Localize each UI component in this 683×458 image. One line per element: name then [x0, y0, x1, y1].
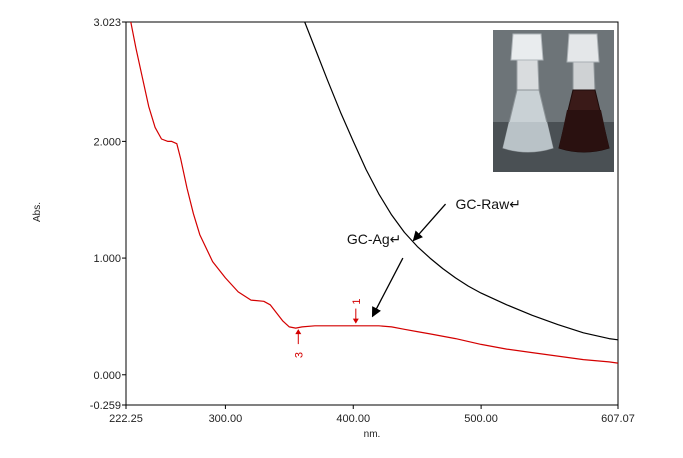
- flask-photo: [493, 30, 614, 172]
- peak-marker-label: 3: [293, 352, 305, 358]
- peak-marker-arrow: [295, 329, 302, 335]
- peak-markers: 13: [293, 298, 363, 358]
- x-tick-label: 400.00: [336, 413, 370, 425]
- x-axis-title: nm.: [364, 429, 381, 440]
- x-axis-ticks: 222.25 300.00 400.00 500.00 607.07: [109, 405, 635, 425]
- y-tick-label: -0.259: [90, 400, 121, 412]
- right-flask-liquid: [559, 110, 609, 152]
- y-axis-title: Abs.: [32, 202, 43, 222]
- annotation-label: GC-Ag↵: [347, 231, 402, 247]
- y-tick-label: 0.000: [93, 370, 121, 382]
- series-layer: [130, 22, 618, 364]
- y-axis-ticks: 3.023 2.000 1.000 0.000 -0.259: [90, 17, 126, 412]
- annotation-arrow: [371, 257, 404, 318]
- y-tick-label: 3.023: [93, 17, 121, 29]
- peak-marker-arrow: [352, 318, 359, 324]
- series-line-gc-ag: [130, 22, 618, 364]
- annotation-label: GC-Raw↵: [456, 196, 521, 212]
- annotation-arrow: [412, 203, 447, 242]
- x-tick-label: 300.00: [209, 413, 243, 425]
- left-flask-wrap: [510, 33, 544, 61]
- series-line-gc-raw: [304, 22, 618, 341]
- y-tick-label: 1.000: [93, 253, 121, 265]
- x-tick-label: 607.07: [601, 413, 635, 425]
- plot-frame: [125, 21, 619, 406]
- peak-marker-label: 1: [351, 298, 363, 304]
- right-flask-wrap: [566, 33, 600, 63]
- left-flask-liquid: [503, 122, 553, 152]
- y-tick-label: 2.000: [93, 136, 121, 148]
- x-tick-label: 222.25: [109, 413, 143, 425]
- annotations: GC-Raw↵ GC-Ag↵: [347, 196, 521, 318]
- x-tick-label: 500.00: [464, 413, 498, 425]
